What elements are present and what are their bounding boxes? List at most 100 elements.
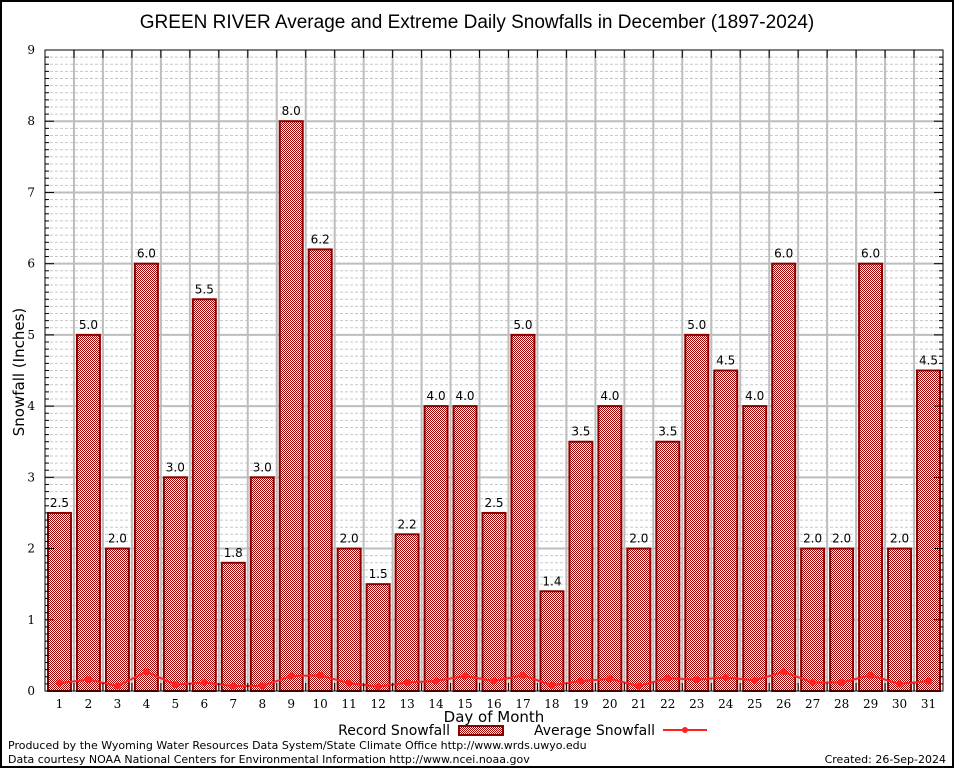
y-tick-label: 6 <box>27 257 35 271</box>
average-point <box>867 671 875 679</box>
average-point <box>345 679 353 687</box>
x-tick-label: 21 <box>631 697 646 711</box>
bar-value-label: 5.0 <box>513 318 532 332</box>
bar-value-label: 4.5 <box>919 354 938 368</box>
bar-value-label: 2.5 <box>50 496 69 510</box>
bar-value-label: 6.0 <box>774 247 793 261</box>
y-tick-label: 3 <box>27 470 35 484</box>
record-bar <box>452 405 478 692</box>
y-tick-labels: 0 1 2 3 4 5 6 7 8 9 <box>27 43 35 698</box>
x-tick-label: 7 <box>229 697 237 711</box>
bar-value-label: 5.0 <box>79 318 98 332</box>
record-bar <box>568 440 594 692</box>
record-bar <box>47 511 72 693</box>
y-tick-label: 7 <box>27 185 35 199</box>
x-tick-label: 26 <box>776 697 791 711</box>
record-bar <box>162 476 188 693</box>
bar-value-label: 6.0 <box>137 247 156 261</box>
footer-data-source: Data courtesy NOAA National Centers for … <box>8 753 530 766</box>
x-tick-label: 5 <box>172 697 180 711</box>
record-bar <box>771 262 797 692</box>
x-tick-label: 30 <box>892 697 907 711</box>
grid <box>45 50 943 691</box>
average-point <box>171 681 179 689</box>
record-bar <box>481 511 507 693</box>
bar-value-label: 1.5 <box>369 567 388 581</box>
average-point <box>577 677 585 685</box>
average-point <box>258 682 266 690</box>
bar-value-label: 2.5 <box>484 496 503 510</box>
average-point <box>403 678 411 686</box>
record-bar <box>916 369 942 692</box>
x-tick-label: 14 <box>428 697 444 711</box>
record-bar <box>597 405 623 692</box>
average-point <box>229 682 237 690</box>
record-bar <box>858 262 884 692</box>
bar-value-label: 3.5 <box>571 425 590 439</box>
y-tick-label: 0 <box>27 684 35 698</box>
x-tick-label: 10 <box>313 697 328 711</box>
average-point <box>200 678 208 686</box>
legend-average-marker <box>682 727 688 733</box>
average-point <box>722 673 730 681</box>
bar-value-label: 6.2 <box>311 232 330 246</box>
x-tick-label: 28 <box>834 697 849 711</box>
bar-value-label: 2.0 <box>340 532 359 546</box>
legend-average-label: Average Snowfall <box>534 723 655 739</box>
average-point <box>55 679 63 687</box>
x-tick-label: 24 <box>718 697 734 711</box>
x-tick-label: 25 <box>747 697 762 711</box>
x-tick-label: 20 <box>602 697 617 711</box>
average-point <box>751 676 759 684</box>
bar-value-label: 2.0 <box>108 532 127 546</box>
record-bar <box>394 533 420 692</box>
bar-value-label: 1.8 <box>224 546 243 560</box>
y-tick-label: 1 <box>27 613 35 627</box>
average-point <box>548 681 556 689</box>
bar-value-labels: 2.5 5.0 2.0 6.0 3.0 5.5 1.8 3.0 8.0 6.2 2.0 1.5 2.2 4… <box>50 104 938 588</box>
x-tick-label: 22 <box>660 697 675 711</box>
record-bar <box>307 248 333 693</box>
average-point <box>461 672 469 680</box>
average-point <box>519 671 527 679</box>
record-bar <box>365 583 391 693</box>
average-point <box>896 680 904 688</box>
average-point <box>606 675 614 683</box>
x-tick-label: 13 <box>399 697 414 711</box>
bar-value-label: 4.0 <box>745 389 764 403</box>
bar-value-label: 4.0 <box>455 389 474 403</box>
y-tick-label: 8 <box>27 114 35 128</box>
record-bar <box>887 547 913 692</box>
record-bar <box>133 262 159 692</box>
average-point <box>809 678 817 686</box>
x-tick-label: 15 <box>457 697 472 711</box>
record-bar <box>191 298 217 692</box>
y-tick-label: 9 <box>27 43 35 57</box>
y-tick-label: 5 <box>27 328 35 342</box>
x-axis-label: Day of Month <box>444 708 545 726</box>
average-point <box>693 676 701 684</box>
average-point <box>374 683 382 691</box>
record-bar <box>423 405 449 692</box>
record-bar <box>75 333 101 692</box>
x-tick-label: 9 <box>287 697 295 711</box>
record-bar <box>510 333 536 692</box>
x-tick-label: 16 <box>486 697 501 711</box>
x-tick-label: 11 <box>342 697 357 711</box>
legend: Record Snowfall Average Snowfall <box>338 723 707 739</box>
record-bar <box>800 547 826 692</box>
x-tick-label: 3 <box>114 697 122 711</box>
bar-value-label: 5.5 <box>195 282 214 296</box>
footer-producer: Produced by the Wyoming Water Resources … <box>8 739 587 752</box>
y-tick-label: 4 <box>27 399 35 413</box>
legend-record-label: Record Snowfall <box>338 723 450 739</box>
average-point <box>490 677 498 685</box>
record-bar <box>684 333 710 692</box>
average-point <box>838 678 846 686</box>
x-tick-label: 1 <box>56 697 64 711</box>
bar-value-label: 4.5 <box>716 354 735 368</box>
average-point <box>925 677 933 685</box>
bar-value-label: 1.4 <box>542 574 561 588</box>
record-bar <box>742 405 768 692</box>
